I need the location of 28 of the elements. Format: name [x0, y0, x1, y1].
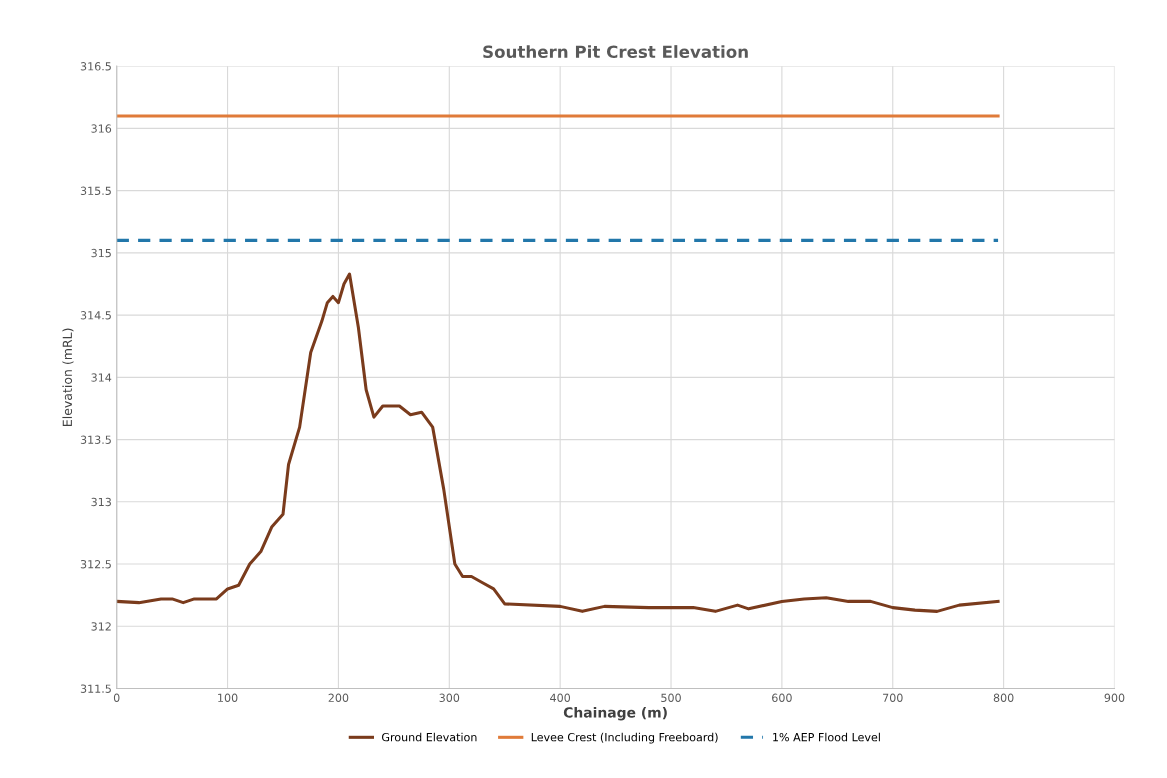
x-axis-title: Chainage (m)	[563, 706, 667, 721]
y-tick-label: 316.5	[80, 62, 111, 71]
x-tick-label: 0	[113, 693, 120, 702]
y-tick-label: 312.5	[80, 560, 111, 569]
legend-label: Levee Crest (Including Freeboard)	[531, 732, 718, 744]
y-tick-label: 313	[91, 497, 111, 507]
x-tick-label: 700	[883, 693, 903, 702]
x-tick-label: 600	[772, 693, 792, 702]
x-tick-label: 800	[993, 693, 1014, 702]
x-tick-label: 400	[550, 693, 571, 702]
y-tick-label: 316	[91, 124, 112, 133]
x-tick-label: 100	[218, 693, 238, 702]
y-tick-label: 315.5	[80, 186, 111, 195]
y-tick-label: 312	[91, 622, 111, 631]
x-tick-label: 300	[439, 693, 460, 702]
line-series	[116, 272, 1000, 613]
legend-label: 1% AEP Flood Level	[773, 732, 880, 742]
y-tick-label: 315	[91, 248, 111, 258]
y-tick-label: 311.5	[80, 684, 111, 693]
x-tick-label: 500	[661, 693, 681, 702]
y-tick-label: 313.5	[80, 435, 111, 444]
x-tick-label: 200	[328, 693, 349, 702]
y-tick-label: 314.5	[80, 311, 111, 320]
y-tick-label: 314	[91, 373, 112, 382]
legend-label: Ground Elevation	[382, 732, 477, 742]
chart-title: Southern Pit Crest Elevation	[483, 45, 748, 59]
x-tick-label: 900	[1104, 693, 1125, 702]
y-axis-title: Elevation (mRL)	[62, 328, 74, 426]
